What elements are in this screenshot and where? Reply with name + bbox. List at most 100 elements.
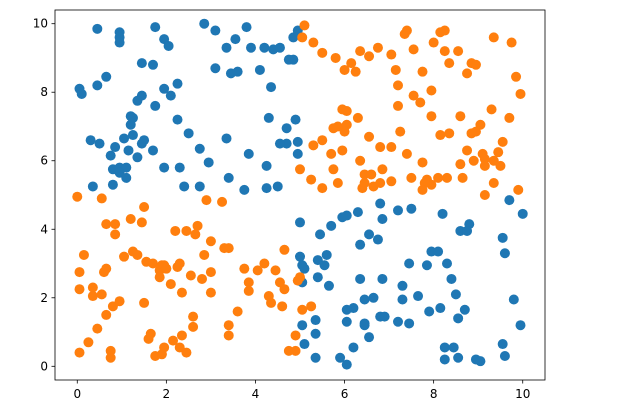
data-point <box>114 296 125 307</box>
x-tick-label: 8 <box>430 387 438 401</box>
data-point <box>232 66 243 77</box>
x-tick-label: 0 <box>73 387 81 401</box>
data-point <box>139 297 150 308</box>
data-point <box>239 263 250 274</box>
data-point <box>161 263 172 274</box>
data-point <box>230 34 241 45</box>
data-point <box>96 289 107 300</box>
data-point <box>462 225 473 236</box>
data-point <box>408 44 419 55</box>
data-point <box>341 359 352 370</box>
data-point <box>339 64 350 75</box>
data-point <box>279 244 290 255</box>
data-point <box>174 258 185 269</box>
data-point <box>442 258 452 269</box>
data-point <box>457 172 468 183</box>
data-point <box>85 135 96 146</box>
data-point <box>364 229 375 240</box>
data-point <box>101 309 112 320</box>
data-point <box>190 229 201 240</box>
data-point <box>372 234 383 245</box>
data-point <box>462 68 473 79</box>
data-point <box>377 213 388 224</box>
data-point <box>450 289 461 300</box>
data-point <box>92 23 103 34</box>
data-point <box>148 59 158 70</box>
data-point <box>404 318 415 329</box>
y-tick-label: 2 <box>40 291 48 305</box>
data-point <box>415 97 426 108</box>
data-point <box>194 181 205 192</box>
data-point <box>299 263 310 274</box>
data-point <box>96 193 107 204</box>
data-point <box>355 46 366 57</box>
data-point <box>317 183 328 194</box>
data-point <box>453 352 464 363</box>
data-point <box>470 59 481 70</box>
data-point <box>328 123 339 134</box>
data-point <box>393 316 403 327</box>
data-point <box>426 111 437 122</box>
data-point <box>368 292 379 303</box>
data-point <box>270 265 281 276</box>
data-point <box>165 90 176 101</box>
data-point <box>172 78 183 89</box>
data-point <box>123 145 134 156</box>
data-point <box>145 328 156 339</box>
data-point <box>150 100 161 111</box>
data-point <box>110 219 121 230</box>
data-point <box>199 18 210 29</box>
data-point <box>297 320 308 331</box>
data-point <box>223 243 234 254</box>
data-point <box>448 342 459 353</box>
data-point <box>323 280 334 291</box>
data-point <box>352 112 363 123</box>
data-point <box>154 272 165 283</box>
data-point <box>295 272 305 283</box>
data-point <box>341 304 352 315</box>
data-point <box>352 207 363 218</box>
data-point <box>393 80 403 91</box>
data-point <box>279 284 290 295</box>
data-point <box>290 345 301 356</box>
data-point <box>310 328 321 339</box>
data-point <box>455 159 466 170</box>
data-point <box>497 339 508 350</box>
data-point <box>281 123 292 134</box>
data-point <box>446 273 457 284</box>
data-point <box>428 37 439 48</box>
data-point <box>194 143 205 154</box>
data-point <box>210 63 221 74</box>
data-point <box>176 287 187 298</box>
data-point <box>310 315 321 326</box>
data-point <box>359 318 370 329</box>
data-point <box>205 236 216 247</box>
y-tick-label: 6 <box>40 154 48 168</box>
data-point <box>272 181 283 192</box>
data-point <box>517 208 528 219</box>
data-point <box>386 49 397 60</box>
data-point <box>274 42 285 53</box>
data-point <box>504 195 515 206</box>
data-point <box>511 71 522 82</box>
data-point <box>74 347 85 358</box>
data-point <box>290 114 301 125</box>
data-point <box>101 71 112 82</box>
data-point <box>232 306 243 317</box>
data-point <box>87 181 98 192</box>
data-point <box>295 217 305 228</box>
data-point <box>181 347 192 358</box>
data-point <box>515 88 526 99</box>
data-point <box>176 330 187 341</box>
data-point <box>299 339 310 350</box>
data-point <box>132 152 143 163</box>
data-point <box>497 136 508 147</box>
data-point <box>159 162 170 173</box>
data-point <box>295 164 305 175</box>
data-point <box>263 112 274 123</box>
data-point <box>439 354 450 365</box>
data-point <box>136 217 147 228</box>
y-tick-label: 10 <box>33 17 48 31</box>
data-point <box>375 198 386 209</box>
data-point <box>72 191 83 202</box>
